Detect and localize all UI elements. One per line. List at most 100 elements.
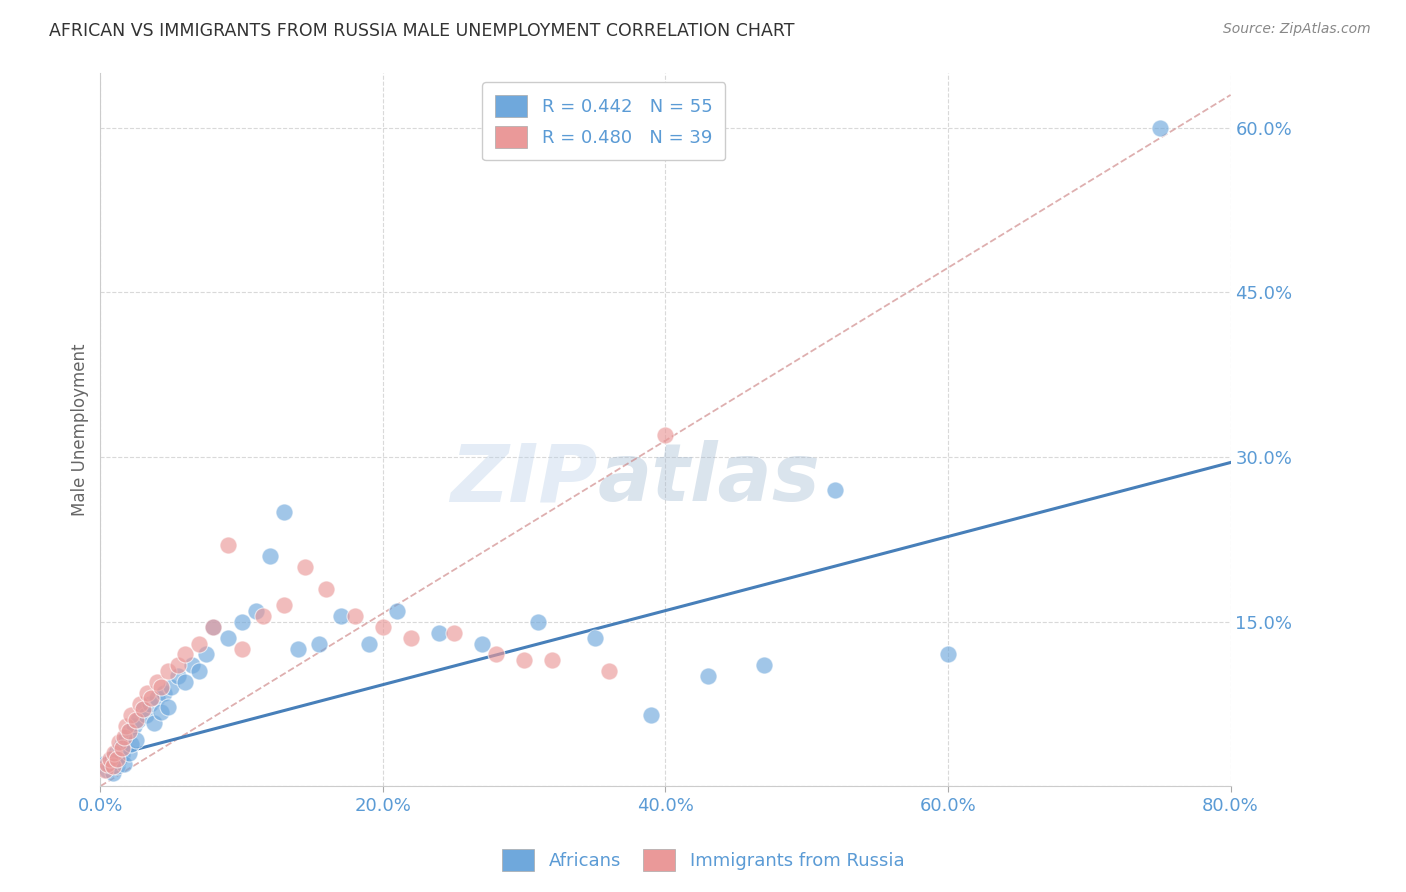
Point — [101, 759, 124, 773]
Point — [231, 615, 253, 629]
Point — [202, 620, 225, 634]
Point — [120, 707, 142, 722]
Point — [598, 664, 620, 678]
Point — [153, 686, 176, 700]
Point — [231, 642, 253, 657]
Point — [188, 636, 211, 650]
Point — [308, 636, 330, 650]
Point — [135, 707, 157, 722]
Point — [527, 615, 550, 629]
Point — [513, 653, 536, 667]
Point — [128, 714, 150, 728]
Point — [167, 658, 190, 673]
Point — [167, 669, 190, 683]
Point — [96, 763, 118, 777]
Legend: Africans, Immigrants from Russia: Africans, Immigrants from Russia — [495, 842, 911, 879]
Point — [245, 604, 267, 618]
Point — [195, 648, 218, 662]
Point — [202, 620, 225, 634]
Point — [936, 648, 959, 662]
Point — [343, 609, 366, 624]
Point — [118, 724, 141, 739]
Point — [174, 648, 197, 662]
Point — [112, 757, 135, 772]
Point — [160, 681, 183, 695]
Text: atlas: atlas — [598, 441, 821, 518]
Point — [107, 735, 129, 749]
Point — [385, 604, 408, 618]
Point — [110, 740, 132, 755]
Point — [124, 714, 146, 728]
Point — [101, 766, 124, 780]
Point — [105, 759, 128, 773]
Point — [139, 697, 162, 711]
Point — [98, 752, 121, 766]
Point — [754, 658, 776, 673]
Point — [110, 748, 132, 763]
Text: Source: ZipAtlas.com: Source: ZipAtlas.com — [1223, 22, 1371, 37]
Point — [329, 609, 352, 624]
Point — [157, 664, 180, 678]
Point — [174, 674, 197, 689]
Point — [471, 636, 494, 650]
Point — [105, 752, 128, 766]
Point — [114, 730, 136, 744]
Point — [146, 691, 169, 706]
Point — [107, 752, 129, 766]
Point — [273, 598, 295, 612]
Point — [181, 658, 204, 673]
Point — [93, 763, 115, 777]
Point — [217, 538, 239, 552]
Point — [146, 674, 169, 689]
Point — [273, 505, 295, 519]
Y-axis label: Male Unemployment: Male Unemployment — [72, 343, 89, 516]
Point — [122, 719, 145, 733]
Point — [371, 620, 394, 634]
Point — [136, 686, 159, 700]
Point — [259, 549, 281, 563]
Point — [124, 733, 146, 747]
Point — [150, 681, 173, 695]
Point — [188, 664, 211, 678]
Point — [150, 705, 173, 719]
Point — [129, 697, 152, 711]
Point — [112, 730, 135, 744]
Point — [429, 625, 451, 640]
Point — [252, 609, 274, 624]
Point — [93, 757, 115, 772]
Point — [96, 757, 118, 772]
Point — [108, 740, 131, 755]
Point — [654, 428, 676, 442]
Text: ZIP: ZIP — [450, 441, 598, 518]
Point — [640, 707, 662, 722]
Point — [541, 653, 564, 667]
Point — [443, 625, 465, 640]
Point — [287, 642, 309, 657]
Point — [100, 752, 122, 766]
Point — [132, 702, 155, 716]
Point — [141, 691, 163, 706]
Point — [103, 755, 125, 769]
Legend: R = 0.442   N = 55, R = 0.480   N = 39: R = 0.442 N = 55, R = 0.480 N = 39 — [482, 82, 725, 161]
Point — [98, 759, 121, 773]
Point — [120, 738, 142, 752]
Point — [111, 735, 134, 749]
Point — [132, 702, 155, 716]
Point — [114, 719, 136, 733]
Point — [103, 746, 125, 760]
Point — [399, 631, 422, 645]
Point — [357, 636, 380, 650]
Point — [1149, 120, 1171, 135]
Point — [104, 746, 127, 760]
Point — [217, 631, 239, 645]
Point — [143, 715, 166, 730]
Point — [117, 746, 139, 760]
Point — [117, 724, 139, 739]
Text: AFRICAN VS IMMIGRANTS FROM RUSSIA MALE UNEMPLOYMENT CORRELATION CHART: AFRICAN VS IMMIGRANTS FROM RUSSIA MALE U… — [49, 22, 794, 40]
Point — [485, 648, 508, 662]
Point — [294, 559, 316, 574]
Point — [824, 483, 846, 497]
Point — [583, 631, 606, 645]
Point — [315, 582, 337, 596]
Point — [696, 669, 718, 683]
